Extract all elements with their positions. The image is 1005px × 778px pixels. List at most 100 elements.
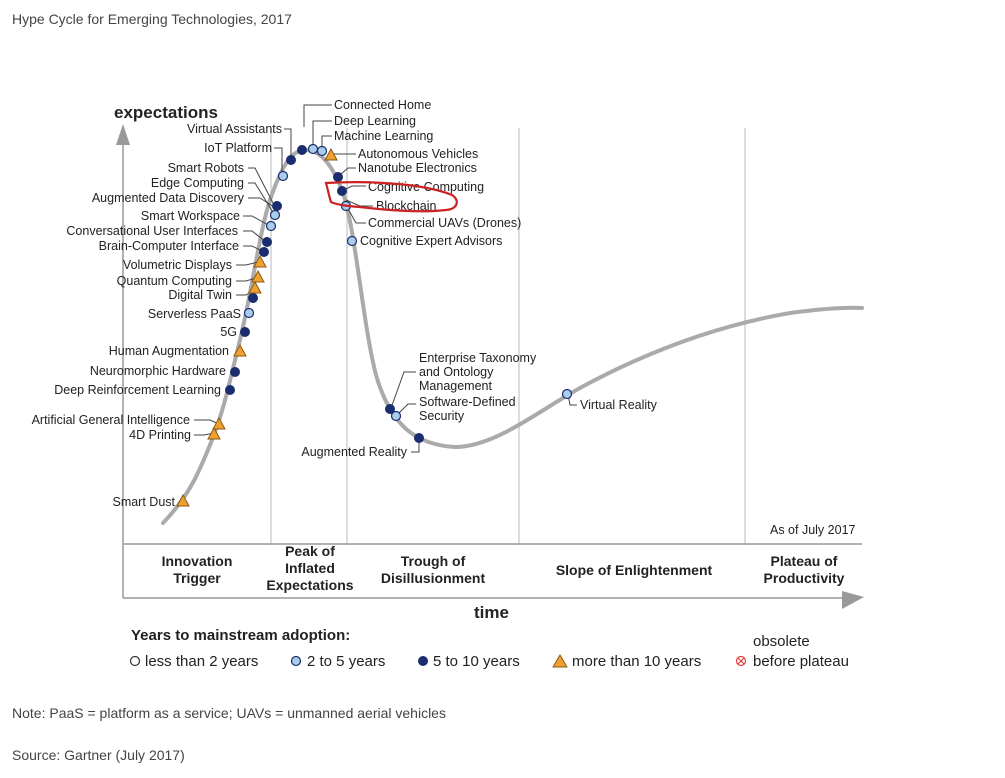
as-of-label: As of July 2017 <box>770 523 856 537</box>
label-agi: Artificial General Intelligence <box>32 413 190 427</box>
label-machine-learning: Machine Learning <box>334 129 433 143</box>
phase-innovation-2: Trigger <box>173 570 221 586</box>
legend-less-than-2: less than 2 years <box>145 653 258 670</box>
phase-trough-2: Disillusionment <box>381 570 486 586</box>
leader-connected-home <box>303 104 332 127</box>
marker-augmented-data-discovery <box>272 201 282 211</box>
label-4d-printing: 4D Printing <box>129 428 191 442</box>
marker-enterprise-taxonomy <box>385 404 395 414</box>
label-enterprise-taxonomy-1: Enterprise Taxonomy <box>419 351 537 365</box>
x-axis-label: time <box>474 603 509 622</box>
phase-trough-1: Trough of <box>401 553 466 569</box>
marker-edge-computing <box>269 209 281 221</box>
label-virtual-assistants: Virtual Assistants <box>187 122 282 136</box>
phase-plateau-2: Productivity <box>764 570 845 586</box>
marker-human-augmentation <box>233 343 247 357</box>
leader-nanotube <box>339 167 356 176</box>
label-connected-home: Connected Home <box>334 98 431 112</box>
label-brain-computer: Brain-Computer Interface <box>99 239 239 253</box>
label-autonomous-vehicles: Autonomous Vehicles <box>358 147 478 161</box>
label-serverless-paas: Serverless PaaS <box>148 307 241 321</box>
source-credit: Source: Gartner (July 2017) <box>12 747 185 763</box>
label-5g: 5G <box>220 325 237 339</box>
markers-more-than-10-years <box>176 147 338 507</box>
marker-smart-workspace <box>265 220 277 232</box>
footnote: Note: PaaS = platform as a service; UAVs… <box>12 705 446 721</box>
label-neuromorphic: Neuromorphic Hardware <box>90 364 226 378</box>
legend-title: Years to mainstream adoption: <box>131 627 350 644</box>
markers-2-to-5-years <box>243 143 573 422</box>
hype-curve <box>161 147 864 525</box>
phase-peak-1: Peak of <box>285 543 335 559</box>
label-iot-platform: IoT Platform <box>204 141 272 155</box>
label-deep-learning: Deep Learning <box>334 114 416 128</box>
legend-5-to-10-icon <box>418 656 428 666</box>
leader-conversational-ui <box>243 230 267 243</box>
label-commercial-uavs: Commercial UAVs (Drones) <box>368 216 521 230</box>
marker-quantum-computing-a <box>251 269 265 283</box>
label-edge-computing: Edge Computing <box>151 176 244 190</box>
marker-deep-learning <box>307 143 319 155</box>
marker-deep-rl <box>225 385 235 395</box>
marker-cognitive-expert <box>346 235 358 247</box>
leader-augmented-data-discovery <box>248 197 275 208</box>
phase-innovation-1: Innovation <box>162 553 233 569</box>
leader-commercial-uavs <box>346 206 366 224</box>
marker-4d-printing <box>207 426 221 440</box>
y-axis-label: expectations <box>114 103 218 122</box>
label-enterprise-taxonomy-2: and Ontology <box>419 365 494 379</box>
leader-edge-computing <box>248 182 275 215</box>
leader-volumetric-displays <box>236 261 259 266</box>
phase-peak-3: Expectations <box>266 577 353 593</box>
legend-2-to-5: 2 to 5 years <box>307 653 385 670</box>
marker-digital-twin <box>248 293 258 303</box>
marker-serverless-paas <box>243 307 255 319</box>
label-volumetric-displays: Volumetric Displays <box>123 258 232 272</box>
phase-peak-2: Inflated <box>285 560 335 576</box>
legend-2-to-5-icon <box>290 655 302 667</box>
leader-lines <box>194 104 577 453</box>
label-conversational-ui: Conversational User Interfaces <box>66 224 238 238</box>
legend-obsolete-2: before plateau <box>753 653 849 670</box>
leader-smart-robots <box>248 167 275 206</box>
leader-agi <box>194 419 220 425</box>
marker-software-defined-security <box>390 410 402 422</box>
marker-agi <box>212 416 226 430</box>
marker-brain-computer <box>259 247 269 257</box>
legend-obsolete-1: obsolete <box>753 633 810 650</box>
legend-5-to-10: 5 to 10 years <box>433 653 520 670</box>
label-quantum-computing: Quantum Computing <box>117 274 232 288</box>
label-smart-robots: Smart Robots <box>168 161 244 175</box>
label-nanotube: Nanotube Electronics <box>358 161 477 175</box>
marker-volumetric-displays <box>253 254 267 268</box>
phase-plateau-1: Plateau of <box>771 553 838 569</box>
marker-connected-home <box>297 145 307 155</box>
phase-slope: Slope of Enlightenment <box>556 562 713 578</box>
legend-obsolete-icon <box>735 655 747 667</box>
marker-augmented-reality <box>414 433 424 443</box>
marker-5g <box>240 327 250 337</box>
leader-software-defined-security <box>395 403 416 417</box>
label-digital-twin: Digital Twin <box>168 288 232 302</box>
marker-nanotube <box>333 172 343 182</box>
legend-more-than-10-icon <box>552 654 568 668</box>
marker-virtual-assistants <box>286 155 296 165</box>
marker-machine-learning <box>316 145 328 157</box>
marker-iot-platform <box>277 170 289 182</box>
x-axis-arrow <box>842 591 864 609</box>
label-augmented-data-discovery: Augmented Data Discovery <box>92 191 245 205</box>
label-software-defined-security-1: Software-Defined <box>419 395 516 409</box>
marker-neuromorphic <box>230 367 240 377</box>
leader-quantum-computing <box>236 277 257 282</box>
figure-title: Hype Cycle for Emerging Technologies, 20… <box>12 11 292 27</box>
marker-autonomous-vehicles <box>324 147 338 161</box>
marker-cognitive-computing <box>337 186 347 196</box>
marker-conversational-ui <box>262 237 272 247</box>
markers-5-to-10-years <box>225 145 424 443</box>
legend: less than 2 years 2 to 5 years 5 to 10 y… <box>129 633 849 670</box>
leader-cognitive-computing <box>343 185 366 191</box>
label-software-defined-security-2: Security <box>419 409 465 423</box>
label-cognitive-expert: Cognitive Expert Advisors <box>360 234 502 248</box>
leader-smart-workspace <box>243 215 271 227</box>
